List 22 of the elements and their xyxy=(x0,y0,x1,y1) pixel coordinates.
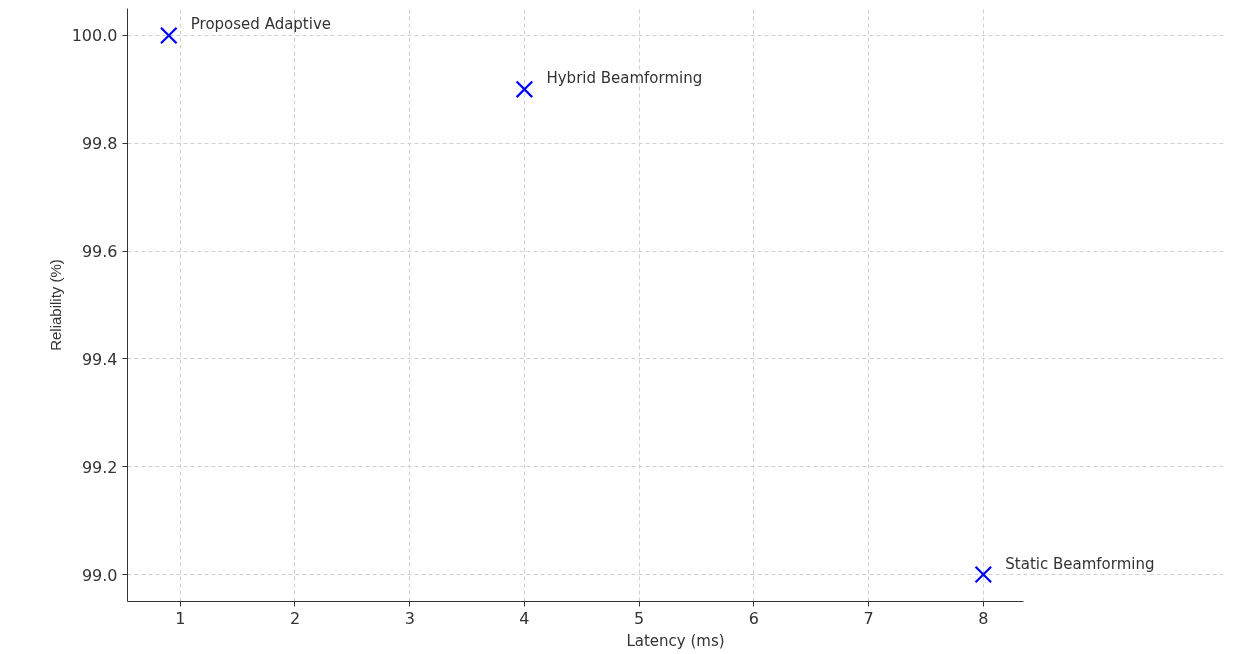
point xyxy=(159,26,178,45)
y-tick-label: 99.4 xyxy=(81,349,118,369)
y-tick-label: 99.6 xyxy=(81,242,118,262)
point xyxy=(515,80,534,99)
x-tick-label: 7 xyxy=(863,608,874,628)
x-tick-label: 2 xyxy=(289,608,301,628)
x-tick-label: 5 xyxy=(634,608,645,628)
x-tick-label: 4 xyxy=(519,608,530,628)
y-tick-label: 99.2 xyxy=(81,457,118,477)
y-tick-label: 99.0 xyxy=(81,565,118,585)
annotation: Static Beamforming xyxy=(1005,554,1155,573)
annotation: Hybrid Beamforming xyxy=(546,69,703,88)
x-tick-label: 8 xyxy=(978,608,989,628)
x-tick-label: 3 xyxy=(404,608,415,628)
point xyxy=(974,565,993,584)
annotation: Proposed Adaptive xyxy=(190,15,332,34)
y-tick-label: 100.0 xyxy=(71,26,118,46)
y-tick-label: 99.8 xyxy=(81,134,118,154)
x-tick-label: 1 xyxy=(175,608,186,628)
y-axis-title: Reliability (%) xyxy=(46,259,64,351)
x-axis-title: Latency (ms) xyxy=(626,631,725,650)
x-tick-label: 6 xyxy=(748,608,759,628)
